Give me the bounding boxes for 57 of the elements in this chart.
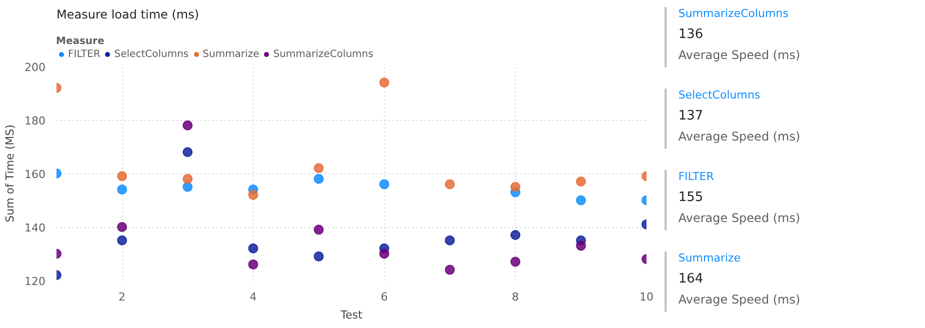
point [248,259,258,270]
point [444,264,455,275]
point [314,251,324,262]
point [248,243,258,254]
point [510,230,520,240]
y-tick-label: 180 [24,114,46,128]
x-tick-label: 2 [118,290,126,304]
text: Average Speed (ms) [678,129,800,144]
category-label: SummarizeColumns [678,7,789,20]
point [379,78,390,88]
data-label: 136 [678,27,704,42]
y-tick-label: 200 [24,61,46,74]
point [314,174,324,184]
text: Average Speed (ms) [678,210,800,225]
point [444,179,455,190]
legend-label: SelectColumns [114,48,189,60]
point [117,184,128,195]
legend-label: SummarizeColumns [273,48,374,60]
y-tick-label: 120 [24,275,46,288]
point [117,171,128,182]
point [314,224,324,235]
y-axis-title: Sum of Time (MS) [4,124,17,222]
data-label: 155 [678,190,704,206]
point [117,235,128,246]
legend-label: FILTER [68,48,100,60]
point [379,179,390,190]
x-tick-label: 8 [512,290,519,304]
data-label: 164 [678,272,704,287]
data-label: 137 [678,108,704,124]
x-axis-title: Test [340,308,364,322]
x-tick-label: 4 [250,290,257,304]
point [576,195,586,206]
category-label: SelectColumns [678,88,760,102]
y-tick-label: 160 [24,168,46,181]
point [117,222,128,232]
chart-title: Measure load time (ms) [56,8,200,22]
y-tick-label: 140 [24,222,46,234]
text: Average Speed (ms) [678,48,800,62]
point [314,163,324,174]
point [576,240,586,251]
category-label: FILTER [678,170,714,184]
point [248,190,258,200]
point [182,120,193,130]
text: Average Speed (ms) [678,292,800,306]
point [576,176,586,187]
x-tick-label: 10 [640,290,654,304]
point [182,147,193,158]
point [510,256,520,267]
x-tick-label: 6 [380,290,388,304]
point [379,248,390,259]
category-label: Summarize [678,252,741,265]
point [444,235,455,246]
legend-title: Measure [56,36,106,47]
point [182,182,193,192]
point [510,182,520,192]
point [182,174,193,184]
legend-label: Summarize [202,48,260,60]
